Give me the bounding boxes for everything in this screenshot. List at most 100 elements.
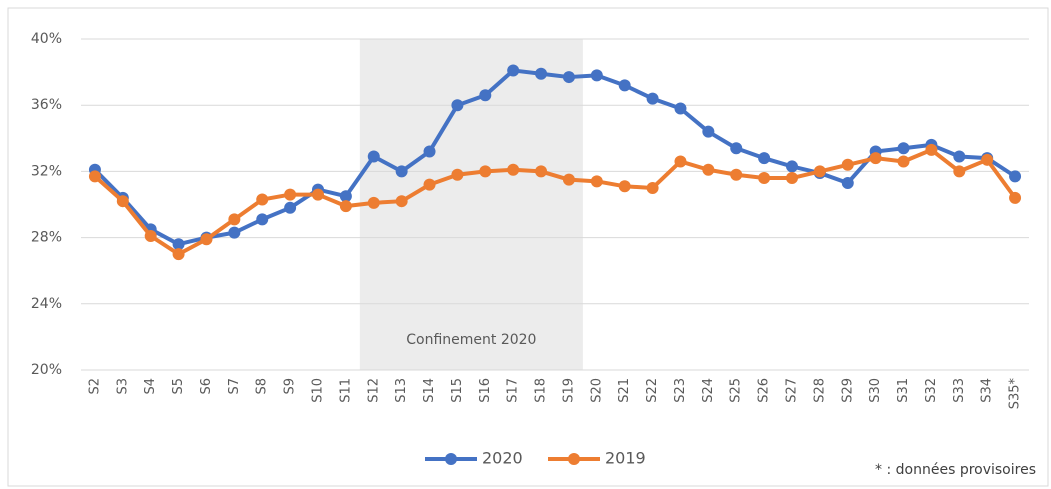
point — [618, 79, 631, 92]
point — [646, 181, 659, 194]
x-tick-label: S4 — [143, 378, 158, 395]
y-tick-label: 40% — [31, 31, 62, 47]
point — [1009, 170, 1022, 183]
x-tick-label: S22 — [645, 378, 660, 403]
point — [367, 196, 380, 209]
x-tick-label: S33 — [952, 378, 967, 403]
point — [590, 175, 603, 188]
point — [88, 170, 101, 183]
point — [646, 92, 659, 105]
x-tick-label: S31 — [896, 378, 911, 403]
point — [312, 188, 324, 201]
point — [172, 248, 185, 261]
point — [284, 201, 297, 214]
x-tick-label: S17 — [506, 378, 521, 403]
shade-region — [359, 39, 583, 370]
point — [200, 233, 213, 246]
point — [730, 168, 743, 181]
y-tick-label: 32% — [31, 163, 62, 179]
x-tick-label: S34 — [980, 378, 995, 403]
legend-label: 2020 — [482, 449, 523, 468]
point — [451, 168, 464, 181]
y-tick-label: 24% — [31, 296, 62, 312]
point — [562, 173, 575, 186]
legend-marker — [568, 453, 580, 465]
point — [284, 188, 297, 201]
point — [786, 160, 798, 173]
point — [730, 142, 743, 155]
point — [925, 143, 938, 156]
point — [1009, 191, 1022, 204]
x-tick-label: S30 — [868, 378, 883, 403]
x-tick-label: S11 — [338, 378, 353, 403]
x-tick-label: S6 — [199, 378, 214, 395]
shade-label: Confinement 2020 — [406, 332, 536, 348]
x-tick-label: S3 — [115, 378, 130, 395]
x-tick-label: S25 — [729, 378, 744, 403]
x-tick-label: S19 — [561, 378, 576, 403]
x-tick-label: S15 — [450, 378, 465, 403]
point — [144, 229, 157, 242]
point — [841, 158, 854, 171]
x-tick-label: S7 — [227, 378, 242, 395]
point — [507, 64, 520, 77]
y-tick-label: 28% — [31, 230, 62, 246]
point — [256, 193, 269, 206]
series-line — [93, 147, 1017, 257]
point — [841, 176, 854, 189]
x-tick-label: S2 — [87, 378, 102, 395]
point — [897, 155, 910, 168]
x-tick-label: S9 — [283, 378, 298, 395]
point — [981, 153, 994, 166]
point — [590, 69, 603, 82]
x-tick-label: S27 — [785, 378, 800, 403]
point — [507, 163, 520, 176]
point — [786, 172, 798, 185]
point — [172, 238, 185, 251]
x-tick-label: S26 — [757, 378, 772, 403]
x-tick-label: S5 — [171, 378, 186, 395]
point — [535, 67, 548, 80]
point — [897, 142, 910, 155]
x-tick-label: S35* — [1008, 378, 1023, 410]
legend-marker — [445, 453, 457, 465]
point — [367, 150, 380, 163]
x-tick-label: S8 — [255, 378, 270, 395]
point — [256, 213, 269, 226]
point — [758, 172, 771, 185]
point — [479, 89, 492, 102]
point — [758, 152, 771, 165]
x-tick-label: S14 — [422, 378, 437, 403]
point — [479, 165, 492, 178]
x-tick-label: S32 — [924, 378, 939, 403]
point — [869, 152, 882, 165]
x-tick-label: S16 — [478, 378, 493, 403]
x-tick-label: S24 — [701, 378, 716, 403]
point — [702, 125, 715, 138]
x-tick-label: S29 — [840, 378, 855, 403]
footnote: * : données provisoires — [875, 462, 1036, 478]
point — [451, 99, 464, 112]
legend-label: 2019 — [605, 449, 646, 468]
y-tick-label: 36% — [31, 97, 62, 113]
x-tick-label: S20 — [589, 378, 604, 403]
point — [562, 71, 575, 84]
point — [674, 102, 687, 115]
x-tick-label: S10 — [311, 378, 326, 403]
point — [228, 213, 241, 226]
point — [395, 195, 408, 208]
point — [702, 163, 715, 176]
x-tick-label: S18 — [534, 378, 549, 403]
point — [618, 180, 631, 193]
point — [339, 190, 352, 203]
y-tick-label: 20% — [31, 362, 62, 378]
point — [339, 200, 352, 213]
x-tick-label: S23 — [673, 378, 688, 403]
point — [228, 226, 241, 239]
point — [953, 165, 966, 178]
point — [953, 150, 966, 163]
point — [535, 165, 548, 178]
point — [395, 165, 408, 178]
point — [423, 145, 436, 158]
